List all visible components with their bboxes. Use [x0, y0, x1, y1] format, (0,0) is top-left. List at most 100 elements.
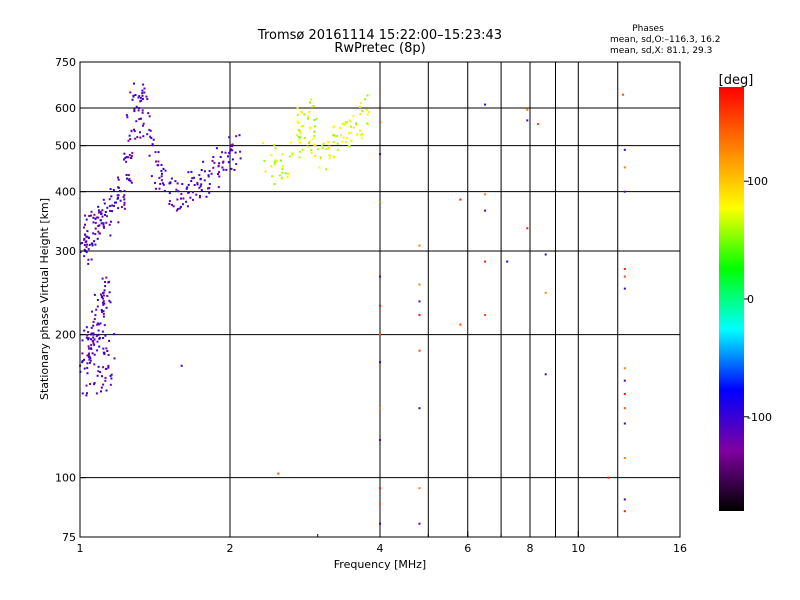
data-point	[228, 136, 231, 139]
data-point	[328, 157, 331, 160]
data-point	[623, 166, 626, 169]
data-point	[191, 177, 194, 180]
data-point	[85, 336, 88, 339]
data-point	[98, 336, 101, 339]
data-point	[418, 349, 421, 352]
data-point	[154, 151, 157, 154]
data-point	[139, 100, 142, 103]
data-point	[138, 107, 141, 110]
data-point	[296, 120, 299, 123]
data-point	[310, 149, 313, 152]
data-point	[102, 297, 104, 300]
data-point	[101, 375, 103, 378]
data-point	[97, 225, 100, 227]
data-point	[231, 143, 234, 146]
data-point	[85, 235, 88, 238]
data-point	[101, 296, 103, 299]
data-point	[130, 130, 133, 133]
data-point	[325, 168, 328, 171]
data-point	[91, 310, 93, 313]
data-point	[118, 190, 121, 192]
data-point	[145, 95, 148, 98]
data-point	[332, 141, 335, 143]
data-point	[207, 174, 210, 177]
data-point	[313, 119, 316, 121]
data-point	[142, 97, 144, 100]
data-point	[119, 199, 122, 202]
data-point	[418, 522, 421, 525]
data-point	[327, 141, 330, 143]
data-point	[299, 150, 302, 153]
data-point	[97, 329, 100, 332]
data-point	[193, 184, 196, 186]
data-point	[81, 339, 84, 342]
data-point	[97, 370, 100, 373]
data-point	[349, 120, 352, 123]
data-point	[355, 122, 357, 125]
data-point	[142, 124, 144, 127]
data-point	[98, 224, 101, 227]
data-point	[270, 165, 273, 168]
data-point	[129, 156, 132, 159]
data-point	[81, 361, 84, 364]
data-point	[200, 183, 203, 186]
data-point	[123, 203, 126, 206]
data-point	[96, 340, 99, 343]
data-point	[88, 237, 90, 240]
phases-stats-o: mean, sd,O:–116.3, 16.2	[610, 35, 721, 45]
data-point	[169, 182, 172, 185]
data-point	[318, 166, 321, 169]
data-point	[123, 194, 126, 197]
data-point	[108, 339, 111, 342]
data-point	[103, 351, 106, 354]
data-point	[85, 384, 88, 387]
data-point	[187, 171, 190, 174]
y-axis-label: Stationary phase Virtual Height [km]	[38, 198, 51, 400]
data-point	[136, 136, 139, 139]
data-point	[104, 367, 107, 370]
data-point	[544, 253, 547, 256]
data-point	[213, 161, 216, 164]
data-point	[211, 159, 214, 162]
data-point	[141, 109, 144, 112]
data-point	[350, 125, 352, 128]
data-point	[158, 187, 161, 190]
data-point	[623, 287, 626, 290]
data-point	[86, 354, 89, 357]
data-point	[273, 163, 276, 166]
y-tick-label: 200	[55, 329, 76, 342]
data-point	[101, 215, 104, 218]
data-point	[81, 360, 84, 362]
data-point	[158, 176, 161, 179]
data-point	[344, 122, 347, 125]
data-point	[622, 93, 625, 96]
data-point	[418, 487, 421, 490]
data-point	[280, 177, 283, 180]
data-point	[85, 251, 88, 254]
data-point	[109, 375, 112, 377]
data-point	[182, 203, 184, 206]
data-point	[90, 338, 92, 341]
data-point	[196, 183, 199, 186]
data-point	[299, 110, 302, 113]
data-point	[297, 135, 300, 138]
data-point	[93, 338, 96, 341]
data-point	[107, 366, 110, 369]
data-point	[93, 343, 96, 346]
data-point	[128, 153, 131, 156]
data-point	[157, 151, 160, 154]
data-point	[336, 135, 339, 138]
data-point	[102, 337, 105, 339]
data-point	[306, 145, 309, 148]
data-point	[123, 158, 125, 161]
data-point	[350, 132, 353, 134]
data-point	[297, 129, 300, 131]
data-point	[109, 383, 112, 386]
data-point	[102, 198, 105, 201]
data-point	[133, 110, 136, 113]
data-point	[93, 293, 96, 296]
data-point	[95, 335, 98, 338]
data-point	[117, 186, 120, 189]
data-point	[94, 314, 97, 317]
data-point	[459, 198, 462, 201]
